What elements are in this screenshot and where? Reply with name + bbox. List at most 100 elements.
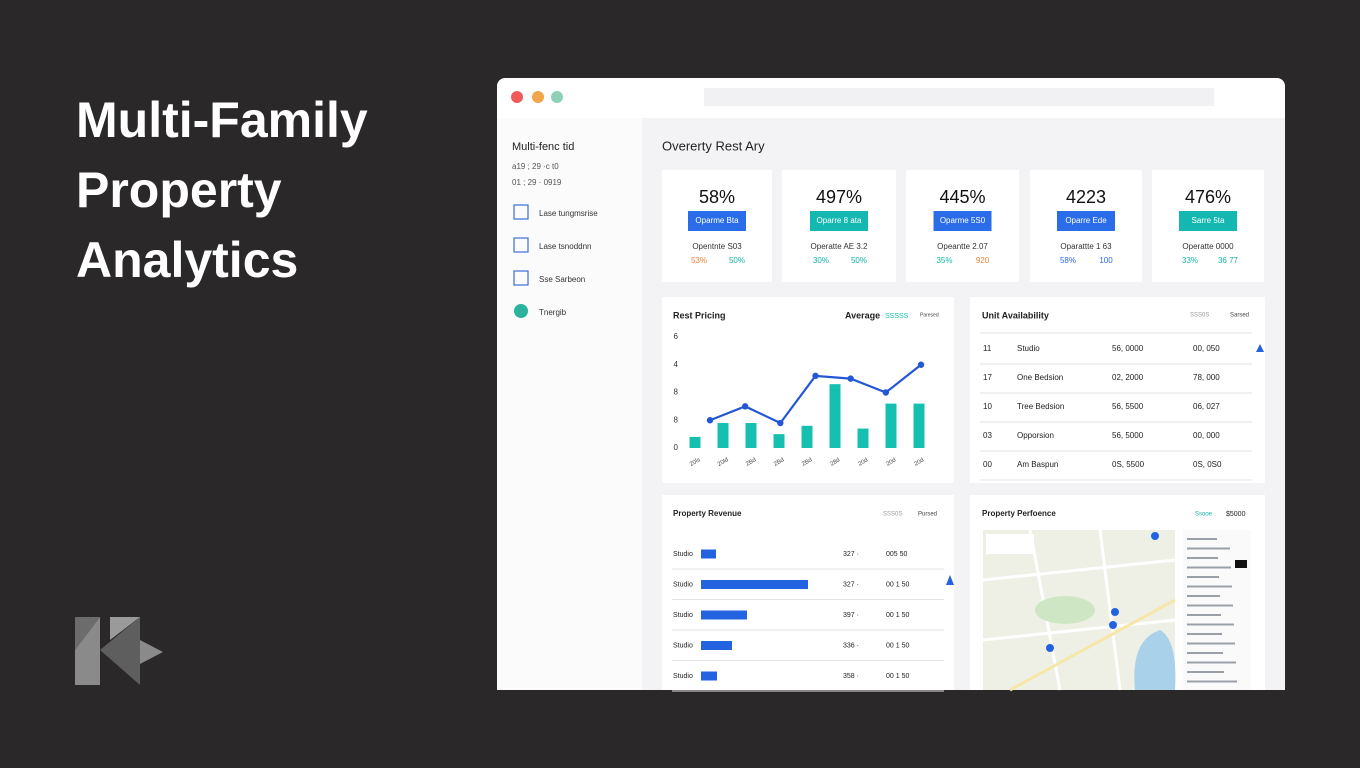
legend-item: SSSSS: [885, 313, 909, 320]
scroll-marker[interactable]: [946, 575, 954, 585]
legend-item: Paresed: [920, 312, 939, 318]
map-pin[interactable]: [1109, 621, 1117, 629]
kpi-badge[interactable]: [688, 211, 746, 231]
map-card: [986, 534, 1034, 554]
y-tick-label: 8: [674, 388, 679, 397]
maximize-dot[interactable]: [551, 91, 563, 103]
kpi-delta: 33%: [1182, 256, 1198, 265]
x-tick-label: 28d: [829, 457, 841, 467]
row-label: Studio: [673, 673, 693, 680]
table-cell: 56, 5000: [1112, 431, 1144, 440]
map-list-line: [1187, 604, 1233, 607]
kpi-badge-text: Oparre Ede: [1065, 216, 1107, 225]
table-cell: 06, 027: [1193, 402, 1220, 411]
sidebar: [497, 118, 642, 690]
row-count: 336 ·: [843, 642, 859, 649]
map-road: [982, 558, 1176, 582]
table-cell: 0S, 5500: [1112, 460, 1145, 469]
bar: [857, 428, 869, 448]
row-amount: 00 1 50: [886, 642, 909, 649]
x-tick-label: 20ls: [689, 457, 702, 468]
x-tick-label: 20ld: [717, 457, 730, 468]
row-count: 327 ·: [843, 551, 859, 558]
bar: [701, 671, 717, 681]
panel-title: Rest Pricing: [673, 310, 726, 320]
kpi-label: Opentnte S03: [692, 242, 742, 251]
kpi-badge[interactable]: [933, 211, 992, 231]
nav-icon[interactable]: [513, 237, 529, 253]
sidebar-meta: a19 ; 29 ·c t0: [512, 162, 559, 171]
map-list-line: [1187, 538, 1217, 540]
map-list-line: [1187, 671, 1224, 673]
nav-icon[interactable]: [513, 204, 529, 220]
row-count: 358 ·: [843, 673, 859, 680]
map-list-line: [1187, 595, 1220, 597]
map-list-chip: [1235, 560, 1247, 568]
line-point: [706, 417, 714, 424]
kpi-delta: 35%: [936, 256, 952, 265]
bar: [717, 423, 729, 448]
panel-title: Property Revenue: [673, 509, 742, 518]
map-pin[interactable]: [1111, 608, 1119, 616]
dashboard-title: Overerty Rest Ary: [662, 138, 765, 153]
sidebar-meta: 01 ; 29 · 0919: [512, 178, 562, 187]
x-tick-label: 20d: [913, 457, 925, 467]
panel-header: Sarsed: [1230, 313, 1249, 319]
kpi-label: Operatte 0000: [1182, 242, 1234, 251]
kpi-label: Operatte AE 3.2: [811, 242, 868, 251]
y-tick-label: 0: [674, 443, 679, 452]
bar: [801, 425, 813, 448]
bar: [773, 434, 785, 448]
table-cell: 10: [983, 402, 992, 411]
nav-item: Lase tungmsrise: [539, 209, 598, 218]
kpi-value: 58%: [699, 187, 735, 207]
panel-header: SSS0S: [883, 512, 902, 518]
panel-title: Property Perfoence: [982, 509, 1056, 518]
bar: [701, 641, 732, 650]
panel: [662, 495, 954, 690]
nav-icon[interactable]: [514, 304, 528, 318]
scroll-marker[interactable]: [1256, 344, 1264, 352]
kpi-badge[interactable]: [1057, 211, 1115, 231]
kpi-badge[interactable]: [810, 211, 868, 231]
table-cell: Opporsion: [1017, 431, 1054, 440]
bar: [701, 610, 747, 620]
kpi-delta: 50%: [729, 256, 745, 265]
kpi-badge[interactable]: [1179, 211, 1237, 231]
row-label: Studio: [673, 642, 693, 649]
kpi-delta: 53%: [691, 256, 707, 265]
address-bar[interactable]: [704, 88, 1214, 106]
bar: [913, 403, 925, 448]
map-list-line: [1187, 614, 1221, 616]
map-list-line: [1187, 680, 1237, 683]
nav-icon[interactable]: [513, 270, 529, 286]
line-point: [741, 403, 749, 410]
minimize-dot[interactable]: [532, 91, 544, 103]
map-pin[interactable]: [1151, 532, 1159, 540]
logo: [75, 617, 163, 685]
map-list-line: [1187, 652, 1223, 654]
hero-title: Property: [76, 162, 282, 218]
table-cell: 0S, 0S0: [1193, 460, 1222, 469]
map-list-line: [1187, 566, 1231, 569]
kpi-badge-text: Oparme Bta: [695, 216, 739, 225]
panel-header: SSS0S: [1190, 313, 1209, 319]
table-cell: 00, 050: [1193, 344, 1220, 353]
y-tick-label: 4: [674, 360, 679, 369]
row-label: Studio: [673, 612, 693, 619]
row-amount: 00 1 50: [886, 581, 909, 588]
hero-title: Analytics: [76, 232, 298, 288]
kpi-value: 4223: [1066, 187, 1106, 207]
row-count: 397 ·: [843, 612, 859, 619]
map-pin[interactable]: [1046, 644, 1054, 652]
table-cell: Studio: [1017, 344, 1040, 353]
close-dot[interactable]: [511, 91, 523, 103]
bar: [701, 580, 808, 589]
panel-header: $5000: [1226, 511, 1246, 518]
map-road: [1009, 598, 1176, 692]
bar: [745, 423, 757, 448]
table-cell: 56, 0000: [1112, 344, 1144, 353]
kpi-label: Opeantte 2.07: [937, 242, 988, 251]
row-label: Studio: [673, 581, 693, 588]
nav-item: Tnergib: [539, 308, 567, 317]
